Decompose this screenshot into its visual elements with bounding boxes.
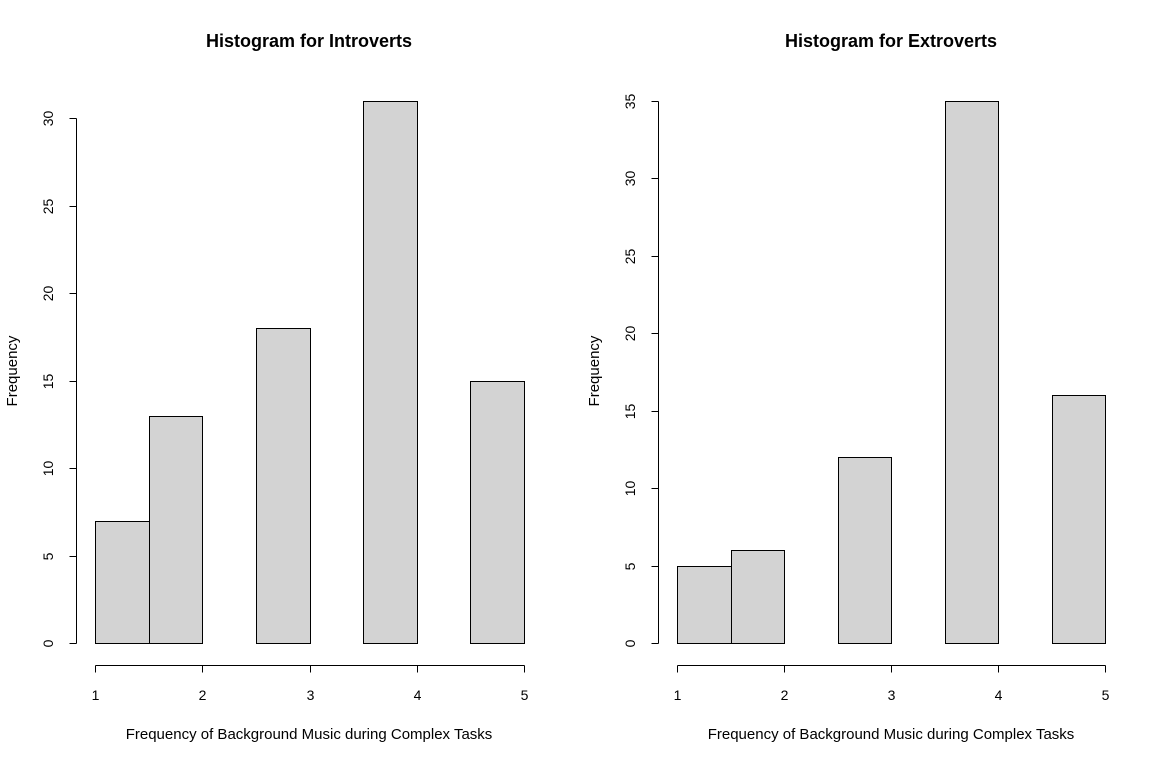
x-axis-introverts: 1 2 3 4 5 bbox=[92, 665, 529, 703]
y-axis-label-introverts: Frequency bbox=[4, 335, 21, 406]
bars-extroverts bbox=[677, 101, 1106, 644]
x-tick-label: 4 bbox=[414, 687, 422, 703]
bars-introverts bbox=[95, 101, 525, 644]
y-tick-label: 25 bbox=[40, 199, 56, 215]
histogram-bar bbox=[1052, 395, 1106, 644]
histogram-bar bbox=[731, 550, 785, 644]
y-tick-label: 30 bbox=[40, 111, 56, 127]
histogram-bar bbox=[256, 328, 311, 644]
histogram-bar bbox=[838, 457, 892, 644]
panel-extroverts: Histogram for Extroverts Frequency of Ba… bbox=[586, 31, 1110, 743]
x-tick-label: 1 bbox=[674, 687, 682, 703]
y-tick-label: 10 bbox=[40, 461, 56, 477]
y-tick-label: 20 bbox=[40, 286, 56, 302]
y-tick-label: 0 bbox=[40, 639, 56, 647]
chart-title-extroverts: Histogram for Extroverts bbox=[785, 31, 997, 51]
y-axis-extroverts: 0 5 10 15 20 25 30 35 bbox=[622, 94, 659, 647]
y-tick-label: 30 bbox=[622, 171, 638, 187]
x-axis-label-introverts: Frequency of Background Music during Com… bbox=[126, 726, 493, 743]
chart-title-introverts: Histogram for Introverts bbox=[206, 31, 412, 51]
y-tick-label: 35 bbox=[622, 94, 638, 110]
y-tick-label: 15 bbox=[622, 404, 638, 420]
histogram-bar bbox=[149, 416, 203, 644]
y-tick-label: 10 bbox=[622, 481, 638, 497]
histogram-bar bbox=[677, 566, 732, 644]
x-tick-label: 3 bbox=[307, 687, 315, 703]
histogram-bar bbox=[945, 101, 999, 644]
y-tick-label: 0 bbox=[622, 639, 638, 647]
x-tick-label: 3 bbox=[888, 687, 896, 703]
histogram-bar bbox=[470, 381, 525, 644]
x-tick-label: 4 bbox=[995, 687, 1003, 703]
y-tick-label: 15 bbox=[40, 374, 56, 390]
x-axis-extroverts: 1 2 3 4 5 bbox=[674, 665, 1110, 703]
x-axis-label-extroverts: Frequency of Background Music during Com… bbox=[708, 726, 1075, 743]
y-tick-label: 5 bbox=[622, 562, 638, 570]
x-tick-label: 2 bbox=[199, 687, 207, 703]
y-axis-label-extroverts: Frequency bbox=[586, 335, 603, 406]
y-tick-label: 5 bbox=[40, 552, 56, 560]
x-tick-label: 2 bbox=[781, 687, 789, 703]
histogram-bar bbox=[363, 101, 418, 644]
panel-introverts: Histogram for Introverts Frequency of Ba… bbox=[4, 31, 529, 743]
y-tick-label: 20 bbox=[622, 326, 638, 342]
y-axis-introverts: 0 5 10 15 20 25 30 bbox=[40, 111, 77, 647]
histogram-bar bbox=[95, 521, 150, 644]
x-tick-label: 5 bbox=[521, 687, 529, 703]
y-tick-label: 25 bbox=[622, 249, 638, 265]
x-tick-label: 1 bbox=[92, 687, 100, 703]
x-tick-label: 5 bbox=[1102, 687, 1110, 703]
